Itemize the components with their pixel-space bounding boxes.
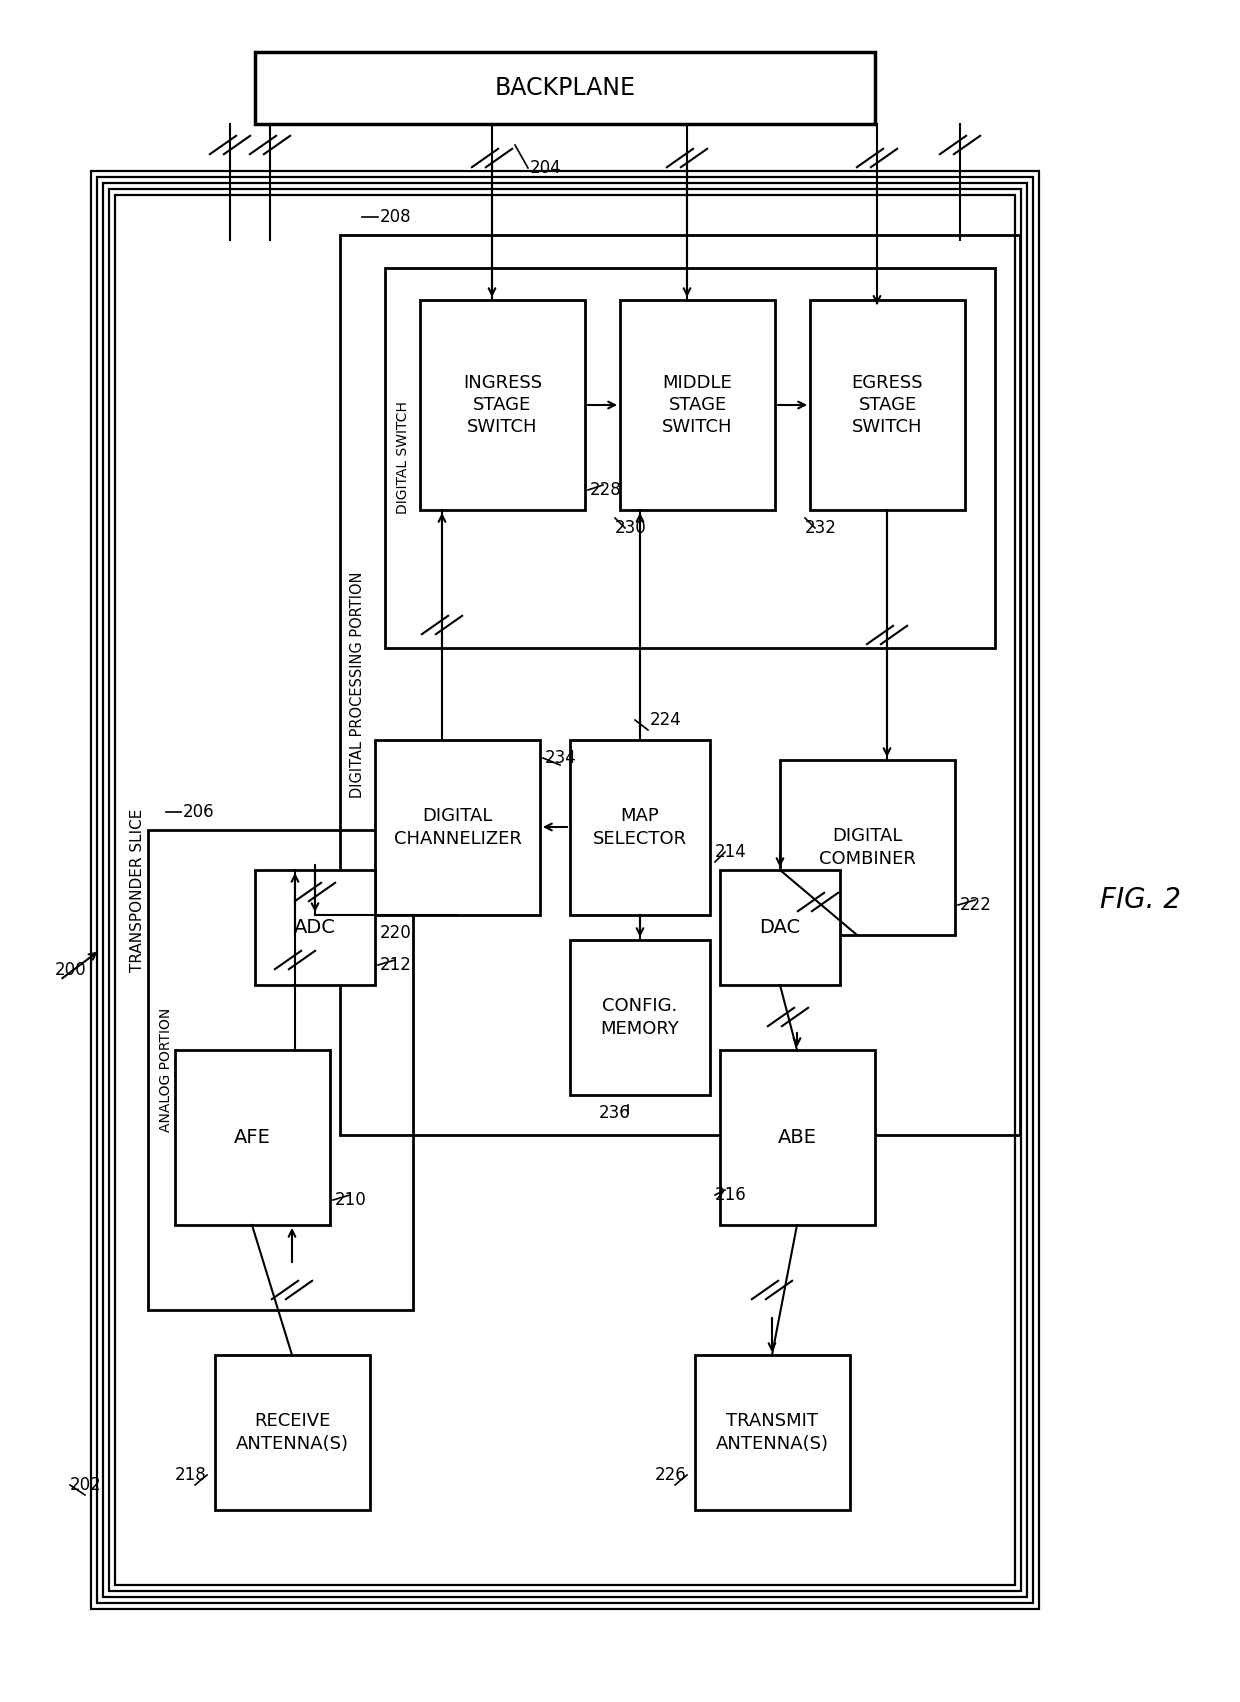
- Bar: [340, 235, 1021, 1135]
- Text: 210: 210: [335, 1191, 367, 1208]
- Bar: [255, 53, 875, 124]
- Text: 224: 224: [650, 711, 682, 728]
- Text: 228: 228: [590, 482, 621, 499]
- Text: TRANSPONDER SLICE: TRANSPONDER SLICE: [129, 808, 145, 972]
- Bar: [694, 1355, 849, 1510]
- Bar: [97, 177, 1033, 1603]
- Text: 230: 230: [615, 519, 647, 538]
- Bar: [148, 831, 413, 1311]
- Text: MIDDLE
STAGE
SWITCH: MIDDLE STAGE SWITCH: [662, 374, 733, 436]
- Text: 216: 216: [715, 1186, 746, 1203]
- Text: 220: 220: [379, 924, 412, 941]
- Text: BACKPLANE: BACKPLANE: [495, 77, 635, 100]
- Bar: [780, 761, 955, 934]
- Text: ABE: ABE: [777, 1128, 817, 1147]
- Bar: [115, 196, 1016, 1585]
- Bar: [420, 300, 585, 511]
- Text: 232: 232: [805, 519, 837, 538]
- Bar: [215, 1355, 370, 1510]
- Text: 234: 234: [546, 749, 577, 768]
- Text: EGRESS
STAGE
SWITCH: EGRESS STAGE SWITCH: [852, 374, 924, 436]
- Bar: [255, 870, 374, 985]
- Text: CONFIG.
MEMORY: CONFIG. MEMORY: [600, 997, 680, 1038]
- Text: RECEIVE
ANTENNA(S): RECEIVE ANTENNA(S): [236, 1413, 348, 1452]
- Bar: [810, 300, 965, 511]
- Bar: [175, 1050, 330, 1225]
- Text: DAC: DAC: [759, 917, 801, 938]
- Text: 208: 208: [379, 208, 412, 226]
- Text: TRANSMIT
ANTENNA(S): TRANSMIT ANTENNA(S): [715, 1413, 830, 1452]
- Text: 202: 202: [69, 1476, 102, 1494]
- Text: 212: 212: [379, 957, 412, 974]
- Bar: [109, 189, 1021, 1591]
- Text: 236: 236: [598, 1105, 630, 1122]
- Text: INGRESS
STAGE
SWITCH: INGRESS STAGE SWITCH: [463, 374, 542, 436]
- Bar: [103, 184, 1027, 1596]
- Text: DIGITAL PROCESSING PORTION: DIGITAL PROCESSING PORTION: [351, 572, 366, 798]
- Text: AFE: AFE: [234, 1128, 270, 1147]
- Text: DIGITAL
CHANNELIZER: DIGITAL CHANNELIZER: [393, 807, 522, 848]
- Bar: [570, 940, 711, 1094]
- Bar: [384, 267, 994, 648]
- Text: 204: 204: [529, 158, 562, 177]
- Text: 200: 200: [55, 962, 87, 979]
- Text: DIGITAL SWITCH: DIGITAL SWITCH: [396, 402, 410, 514]
- Bar: [374, 740, 539, 916]
- Text: ANALOG PORTION: ANALOG PORTION: [159, 1008, 174, 1132]
- Bar: [720, 1050, 875, 1225]
- Bar: [570, 740, 711, 916]
- Bar: [720, 870, 839, 985]
- Text: 222: 222: [960, 895, 992, 914]
- Text: FIG. 2: FIG. 2: [1100, 887, 1180, 914]
- Text: 206: 206: [184, 803, 215, 820]
- Text: 226: 226: [655, 1465, 687, 1484]
- Text: ADC: ADC: [294, 917, 336, 938]
- Text: 218: 218: [175, 1465, 207, 1484]
- Text: DIGITAL
COMBINER: DIGITAL COMBINER: [820, 827, 916, 868]
- Bar: [91, 170, 1039, 1608]
- Bar: [620, 300, 775, 511]
- Text: MAP
SELECTOR: MAP SELECTOR: [593, 807, 687, 848]
- Text: 214: 214: [715, 842, 746, 861]
